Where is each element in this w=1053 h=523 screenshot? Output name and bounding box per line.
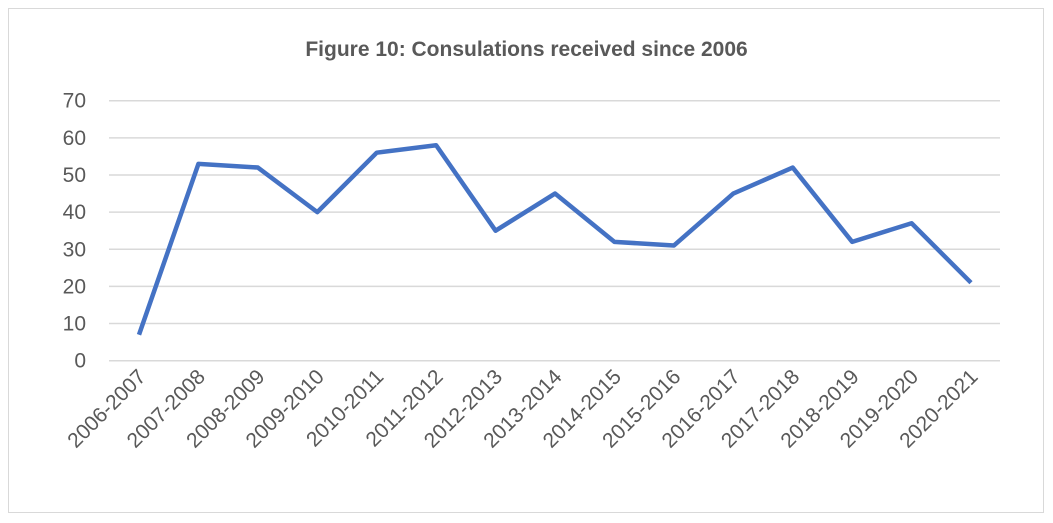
y-tick-label: 30 [63, 238, 86, 261]
y-tick-label: 20 [63, 275, 86, 298]
y-tick-label: 40 [63, 201, 86, 224]
y-tick-label: 0 [74, 350, 86, 373]
y-tick-label: 70 [63, 90, 86, 113]
series-line [136, 143, 973, 336]
y-tick-label: 60 [63, 127, 86, 150]
chart-frame [8, 8, 1044, 513]
y-tick-label: 50 [63, 164, 86, 187]
y-tick-label: 10 [63, 313, 86, 336]
chart-title: Figure 10: Consulations received since 2… [305, 38, 748, 61]
